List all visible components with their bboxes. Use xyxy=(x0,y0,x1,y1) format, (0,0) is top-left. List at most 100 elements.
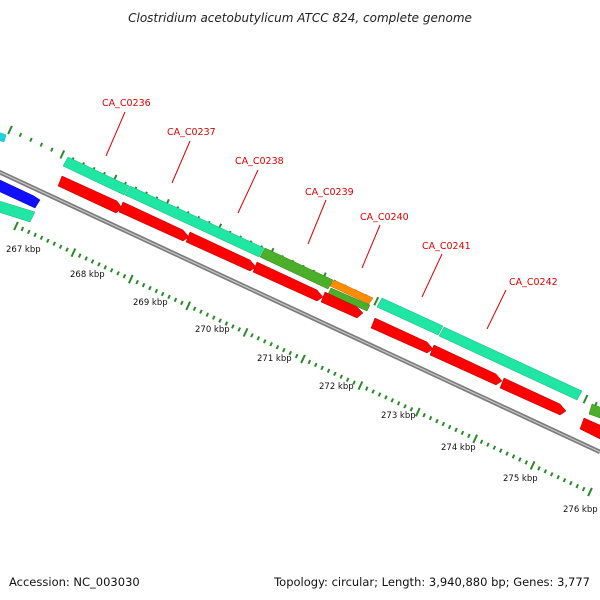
cds-left-blue[interactable] xyxy=(0,179,41,209)
outer-track-tick xyxy=(59,149,66,159)
outer-track-tick xyxy=(50,147,54,152)
ruler-tick xyxy=(218,318,222,323)
ruler-tick xyxy=(357,381,364,391)
ruler-tick xyxy=(492,445,497,450)
ruler-label-269: 269 kbp xyxy=(133,298,168,308)
ruler-tick xyxy=(199,309,203,314)
ruler-label-272: 272 kbp xyxy=(319,382,354,392)
cds-arrow-ca-c0237[interactable] xyxy=(118,201,190,242)
ruler-tick xyxy=(103,265,108,270)
ruler-tick xyxy=(135,279,139,285)
ruler-tick xyxy=(345,377,350,382)
gene-label-ca-c0237[interactable]: CA_C0237 xyxy=(167,127,216,138)
ruler-tick xyxy=(58,244,63,249)
genome-backbone xyxy=(0,169,600,455)
cog-bar-ca-c0239[interactable] xyxy=(259,247,334,290)
ruler-tick xyxy=(262,339,267,344)
cds-arrow-ca-c0239[interactable] xyxy=(252,261,324,302)
cds-arrow-ca-c0241[interactable] xyxy=(370,317,434,354)
ruler-tick xyxy=(428,415,433,421)
cds-arrow-ca-c0236[interactable] xyxy=(57,175,123,214)
ruler-tick xyxy=(371,389,375,394)
ruler-label-274: 274 kbp xyxy=(441,443,476,453)
ruler-tick xyxy=(467,433,471,439)
ruler-tick xyxy=(275,344,280,350)
cds-arrow-ca-c0242[interactable] xyxy=(499,377,567,416)
ruler-tick xyxy=(20,226,25,232)
gene-label-ca-c0240[interactable]: CA_C0240 xyxy=(360,212,409,223)
cds-arrow-right-edge[interactable] xyxy=(579,417,600,440)
ruler-labels: 267 kbp 268 kbp 269 kbp 270 kbp 271 kbp … xyxy=(6,245,598,515)
ruler-tick xyxy=(422,412,426,418)
ruler-tick-track xyxy=(13,221,593,497)
gene-label-ca-c0242[interactable]: CA_C0242 xyxy=(509,277,558,288)
leader-ca-c0242 xyxy=(486,289,507,330)
cog-bar-ca-c0242[interactable] xyxy=(438,326,583,401)
ruler-tick xyxy=(384,395,388,400)
ruler-tick xyxy=(167,294,171,300)
ruler-tick xyxy=(39,235,44,241)
ruler-tick xyxy=(192,306,197,312)
ruler-tick xyxy=(435,418,439,424)
ruler-tick xyxy=(109,268,114,273)
ruler-tick xyxy=(460,430,465,436)
ruler-tick xyxy=(224,321,229,326)
ruler-tick xyxy=(549,472,554,477)
ruler-tick xyxy=(211,315,216,320)
leader-ca-c0238 xyxy=(237,169,259,214)
ruler-tick xyxy=(33,232,37,238)
ruler-tick xyxy=(326,368,331,374)
ruler-tick xyxy=(581,486,586,492)
ruler-label-267: 267 kbp xyxy=(6,245,41,255)
cds-arrow-ca-c0240[interactable] xyxy=(320,291,364,319)
ruler-tick xyxy=(52,241,57,246)
ruler-tick xyxy=(141,282,146,288)
ruler-tick xyxy=(472,434,479,444)
cog-bar-ca-c0241[interactable] xyxy=(376,297,444,336)
gene-label-ca-c0236[interactable]: CA_C0236 xyxy=(102,98,151,109)
ruler-tick xyxy=(543,469,548,474)
ruler-tick xyxy=(320,365,324,371)
gene-label-leaders xyxy=(105,111,507,330)
ruler-tick xyxy=(454,427,458,433)
ruler-tick xyxy=(518,457,522,462)
ruler-label-275: 275 kbp xyxy=(503,474,538,484)
leader-ca-c0240 xyxy=(361,224,381,269)
ruler-tick xyxy=(84,256,88,261)
ruler-tick xyxy=(511,454,516,459)
cog-bar-ca-c0240-green[interactable] xyxy=(327,287,371,312)
ruler-tick xyxy=(256,336,261,341)
cds-arrow-ca-c0241b[interactable] xyxy=(429,344,503,386)
ruler-tick xyxy=(505,451,509,456)
ruler-tick xyxy=(13,221,19,231)
cog-bar-ca-c0237-0238[interactable] xyxy=(124,185,265,258)
ruler-tick xyxy=(333,371,337,377)
gene-label-ca-c0239[interactable]: CA_C0239 xyxy=(305,187,354,198)
ruler-tick xyxy=(154,288,159,294)
genome-summary-text: Topology: circular; Length: 3,940,880 bp… xyxy=(273,575,590,589)
ruler-tick xyxy=(498,448,503,453)
ruler-tick xyxy=(414,407,421,417)
map-title: Clostridium acetobutylicum ATCC 824, com… xyxy=(128,11,472,25)
ruler-tick xyxy=(396,401,401,406)
gene-label-ca-c0241[interactable]: CA_C0241 xyxy=(422,241,471,252)
cog-bar-left-lower[interactable] xyxy=(0,200,36,223)
cog-bar-ca-c0240-orange[interactable] xyxy=(329,279,374,305)
ruler-tick xyxy=(250,333,254,338)
cog-bar-left[interactable] xyxy=(0,132,7,143)
gene-label-ca-c0238[interactable]: CA_C0238 xyxy=(235,156,284,167)
leader-ca-c0241 xyxy=(421,253,443,298)
ruler-tick xyxy=(352,380,356,385)
ruler-label-268: 268 kbp xyxy=(70,270,105,280)
ruler-tick xyxy=(409,406,414,412)
ruler-tick xyxy=(237,327,242,332)
ruler-tick xyxy=(26,229,31,235)
cog-bar-right-edge[interactable] xyxy=(588,403,600,419)
ruler-tick xyxy=(537,466,541,471)
outer-track-tick xyxy=(29,137,33,143)
ruler-tick xyxy=(180,300,184,306)
ruler-tick xyxy=(556,474,560,480)
cds-arrow-ca-c0238[interactable] xyxy=(185,231,257,272)
cog-bar-ca-c0236[interactable] xyxy=(62,156,130,196)
ruler-label-276: 276 kbp xyxy=(563,505,598,515)
